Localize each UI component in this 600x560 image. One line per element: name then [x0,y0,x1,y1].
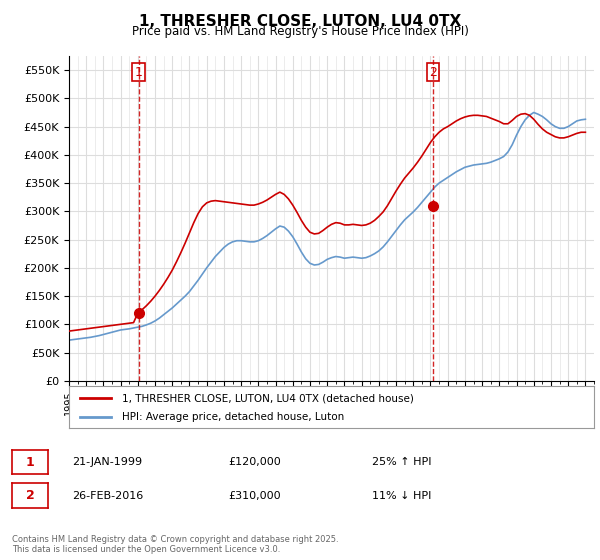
Text: 11% ↓ HPI: 11% ↓ HPI [372,491,431,501]
Text: 1, THRESHER CLOSE, LUTON, LU4 0TX (detached house): 1, THRESHER CLOSE, LUTON, LU4 0TX (detac… [121,393,413,403]
Text: Price paid vs. HM Land Registry's House Price Index (HPI): Price paid vs. HM Land Registry's House … [131,25,469,38]
Text: 1: 1 [135,66,143,79]
Text: 21-JAN-1999: 21-JAN-1999 [72,457,142,467]
Text: 1: 1 [26,455,34,469]
Text: 2: 2 [26,489,34,502]
Text: £120,000: £120,000 [228,457,281,467]
Text: 2: 2 [429,66,437,79]
Text: 25% ↑ HPI: 25% ↑ HPI [372,457,431,467]
Text: Contains HM Land Registry data © Crown copyright and database right 2025.
This d: Contains HM Land Registry data © Crown c… [12,535,338,554]
Text: £310,000: £310,000 [228,491,281,501]
Text: 1, THRESHER CLOSE, LUTON, LU4 0TX: 1, THRESHER CLOSE, LUTON, LU4 0TX [139,14,461,29]
Text: HPI: Average price, detached house, Luton: HPI: Average price, detached house, Luto… [121,412,344,422]
Text: 26-FEB-2016: 26-FEB-2016 [72,491,143,501]
